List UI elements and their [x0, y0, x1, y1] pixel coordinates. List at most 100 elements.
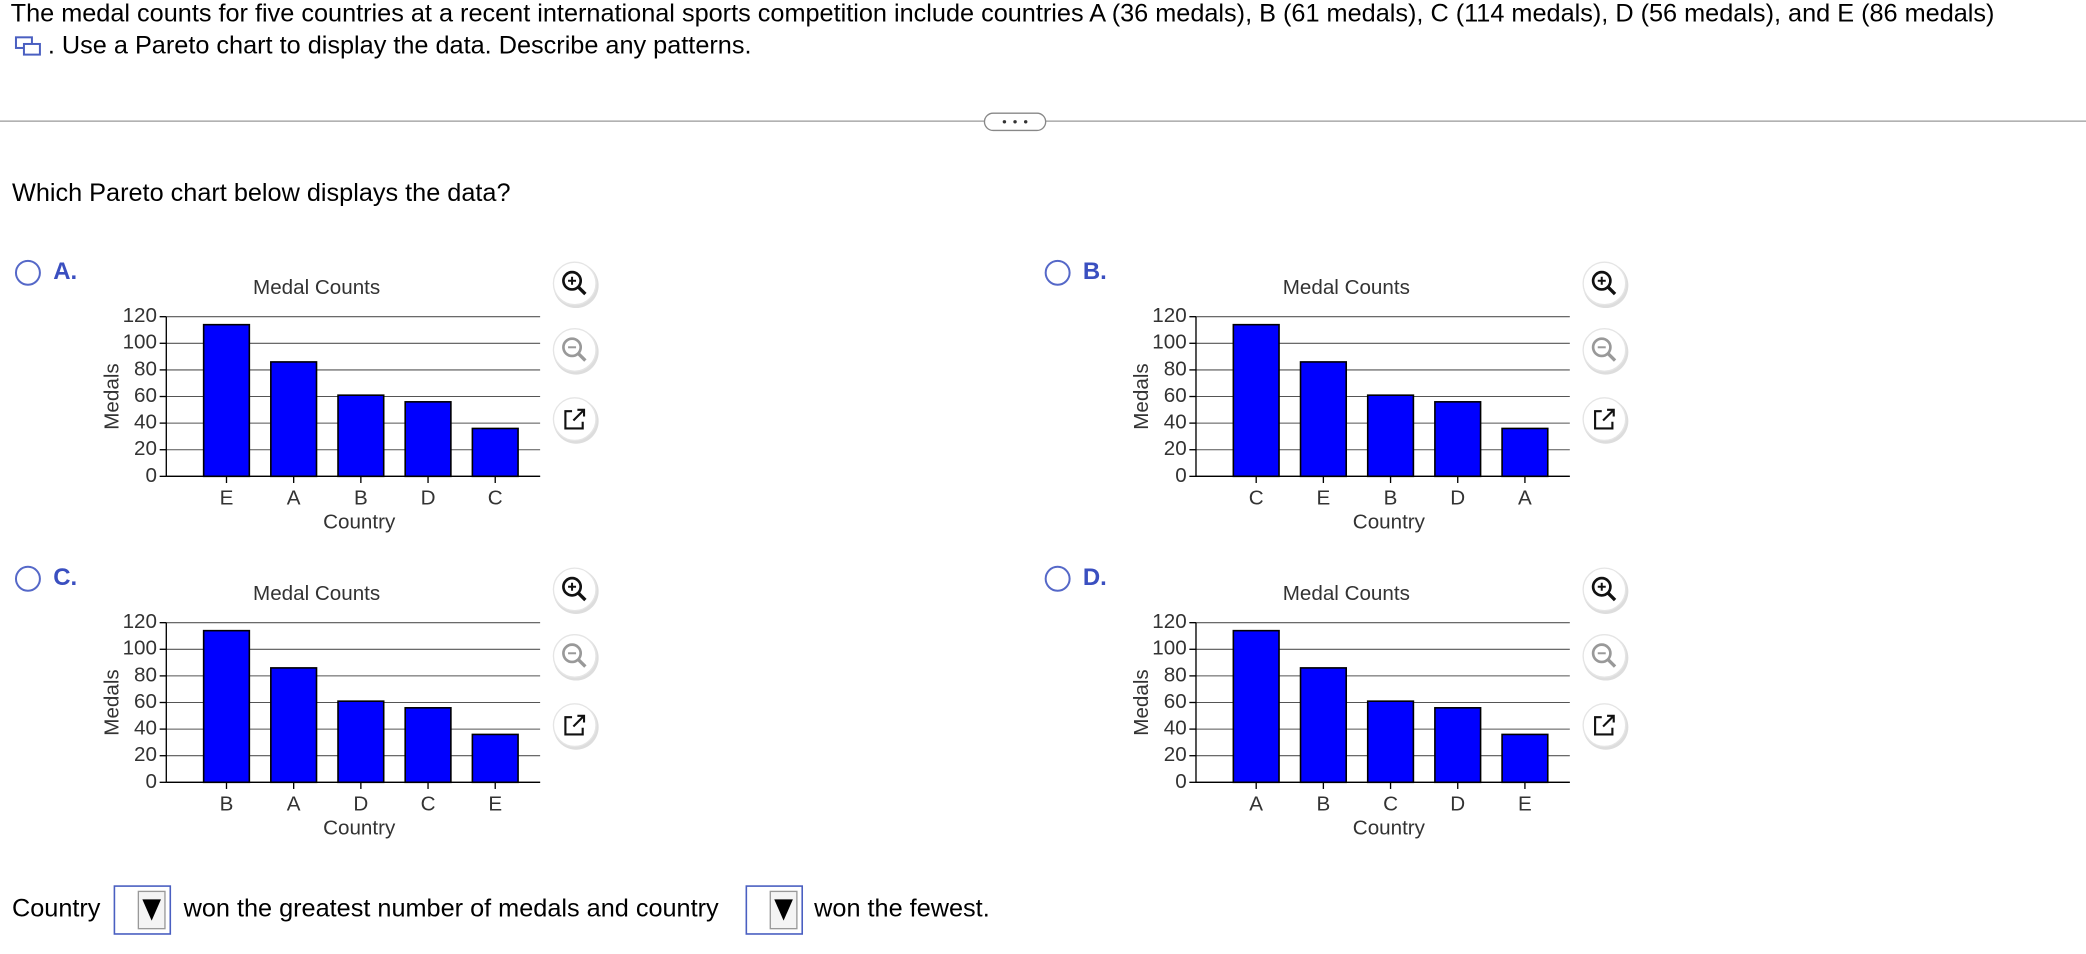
- y-tick-label: 80: [1164, 663, 1187, 686]
- option: B. Medal Counts 0 20 40 60 80 100 120 Medals C E B D A…: [1044, 258, 1629, 533]
- option-label: C.: [53, 564, 77, 591]
- expand-button[interactable]: [983, 112, 1047, 132]
- button-face[interactable]: [552, 328, 597, 372]
- zoom-out-button[interactable]: [552, 328, 599, 375]
- x-tick-label: C: [1383, 792, 1398, 815]
- radio-button[interactable]: [14, 565, 41, 592]
- x-tick-label: C: [1249, 486, 1264, 509]
- bar: [1232, 323, 1280, 478]
- y-tick-label: 20: [1164, 743, 1187, 766]
- button-face[interactable]: [552, 633, 597, 678]
- radio-button[interactable]: [1044, 259, 1071, 286]
- bar: [1501, 427, 1549, 478]
- zoom-in-button[interactable]: [1582, 261, 1629, 309]
- y-tick-label: 80: [134, 663, 157, 686]
- y-axis-label: Medals: [101, 363, 124, 429]
- y-tick-label: 80: [134, 357, 157, 380]
- bar: [1366, 394, 1415, 478]
- y-tick-label: 120: [123, 610, 157, 633]
- icon: [1607, 658, 1617, 668]
- option-label: D.: [1083, 564, 1107, 591]
- y-tick-label: 0: [146, 464, 157, 487]
- icon: [562, 270, 583, 291]
- button-face[interactable]: [552, 261, 597, 306]
- icon: [1607, 592, 1617, 602]
- button-face[interactable]: [1582, 633, 1627, 678]
- x-tick-label: B: [220, 792, 234, 815]
- x-axis-label: Country: [1353, 510, 1426, 533]
- x-tick-label: C: [488, 486, 503, 509]
- zoom-out-button[interactable]: [1582, 633, 1629, 681]
- zoom-in-button[interactable]: [552, 567, 599, 615]
- button-face[interactable]: [1582, 261, 1627, 306]
- y-tick-label: 0: [1175, 464, 1186, 487]
- option-label: B.: [1083, 258, 1107, 285]
- answer-text: Country: [12, 895, 101, 923]
- dropdown[interactable]: [113, 885, 172, 935]
- icon: [1591, 270, 1612, 291]
- y-tick-label: 0: [146, 770, 157, 793]
- dropdown[interactable]: [745, 885, 804, 935]
- radio-button[interactable]: [1044, 565, 1071, 592]
- x-axis-label: Country: [323, 510, 396, 533]
- x-tick-label: C: [421, 792, 436, 815]
- bar: [337, 700, 385, 784]
- x-tick-label: A: [287, 792, 301, 815]
- x-tick-label: A: [1518, 486, 1532, 509]
- chart-title: Medal Counts: [253, 276, 380, 299]
- question-line1: The medal counts for five countries at a…: [11, 0, 1995, 27]
- y-tick-label: 40: [134, 717, 157, 740]
- radio-button[interactable]: [14, 259, 41, 286]
- x-tick-label: A: [287, 486, 301, 509]
- radio-option[interactable]: [1044, 259, 1071, 286]
- y-axis-label: Medals: [101, 669, 124, 735]
- y-tick-label: 120: [1152, 304, 1186, 327]
- icon: [562, 576, 583, 597]
- y-tick-label: 120: [1152, 610, 1186, 633]
- open-button[interactable]: [552, 703, 599, 750]
- radio-option[interactable]: [14, 565, 41, 592]
- answer-text: won the fewest.: [813, 895, 990, 923]
- y-tick-label: 100: [123, 331, 157, 354]
- bar: [471, 427, 519, 478]
- button-face[interactable]: [552, 567, 597, 612]
- icon: [1607, 352, 1617, 362]
- open-button[interactable]: [1582, 397, 1629, 444]
- y-tick-label: 100: [1152, 331, 1186, 354]
- icon: [1591, 576, 1612, 597]
- icon: [562, 643, 583, 664]
- open-button[interactable]: [552, 397, 599, 444]
- zoom-out-button[interactable]: [1582, 328, 1629, 375]
- y-tick-label: 60: [134, 384, 157, 407]
- y-axis-label: Medals: [1130, 669, 1153, 735]
- radio-option[interactable]: [1044, 565, 1071, 592]
- y-tick-label: 60: [1164, 384, 1187, 407]
- bar: [404, 401, 452, 478]
- data-icon[interactable]: [14, 36, 41, 56]
- button-face[interactable]: [1582, 567, 1627, 612]
- x-tick-label: D: [353, 792, 368, 815]
- radio-option[interactable]: [14, 259, 41, 286]
- chart-title: Medal Counts: [1283, 582, 1410, 605]
- icon: [577, 592, 587, 602]
- zoom-in-button[interactable]: [552, 261, 599, 309]
- open-button[interactable]: [1582, 703, 1629, 750]
- y-tick-label: 40: [1164, 411, 1187, 434]
- y-tick-label: 20: [134, 743, 157, 766]
- y-axis-label: Medals: [1130, 363, 1153, 429]
- y-tick-label: 20: [1164, 437, 1187, 460]
- y-tick-label: 60: [134, 690, 157, 713]
- x-axis-label: Country: [1353, 816, 1426, 839]
- zoom-out-button[interactable]: [552, 633, 599, 681]
- x-tick-label: E: [220, 486, 234, 509]
- zoom-in-button[interactable]: [1582, 567, 1629, 615]
- x-tick-label: E: [488, 792, 502, 815]
- x-tick-label: D: [1450, 486, 1465, 509]
- bar: [1501, 733, 1549, 784]
- bar: [1366, 700, 1415, 784]
- y-tick-label: 40: [134, 411, 157, 434]
- button-face[interactable]: [1582, 328, 1627, 372]
- question-line2: . Use a Pareto chart to display the data…: [48, 31, 752, 59]
- icon: [577, 352, 587, 362]
